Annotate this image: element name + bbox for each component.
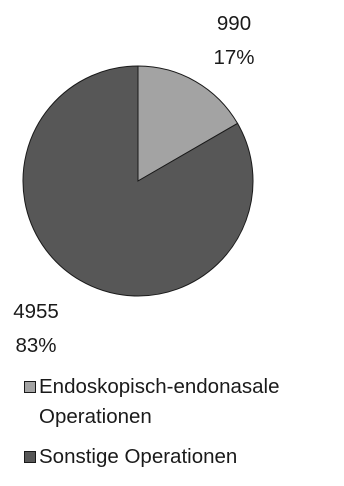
legend-swatch-sonstige <box>24 451 36 463</box>
data-label-value-sonstige: 4955 <box>13 300 59 323</box>
legend-item-endoskopisch: Endoskopisch-endonasale Operationen <box>24 372 340 432</box>
legend-swatch-endoskopisch <box>24 381 36 393</box>
legend-label-endoskopisch: Endoskopisch-endonasale Operationen <box>39 375 280 428</box>
pie-chart: 990 17% 4955 83% <box>13 12 254 357</box>
pie-slice-endoskopisch <box>137 65 239 182</box>
legend: Endoskopisch-endonasale Operationen Sons… <box>24 372 340 482</box>
legend-label-sonstige: Sonstige Operationen <box>39 445 238 468</box>
data-label-value-endoskopisch: 990 <box>217 12 251 35</box>
pie-slice-sonstige <box>22 65 254 297</box>
legend-item-sonstige: Sonstige Operationen <box>24 442 340 472</box>
data-label-percent-sonstige: 83% <box>15 334 56 357</box>
data-label-percent-endoskopisch: 17% <box>213 46 254 69</box>
